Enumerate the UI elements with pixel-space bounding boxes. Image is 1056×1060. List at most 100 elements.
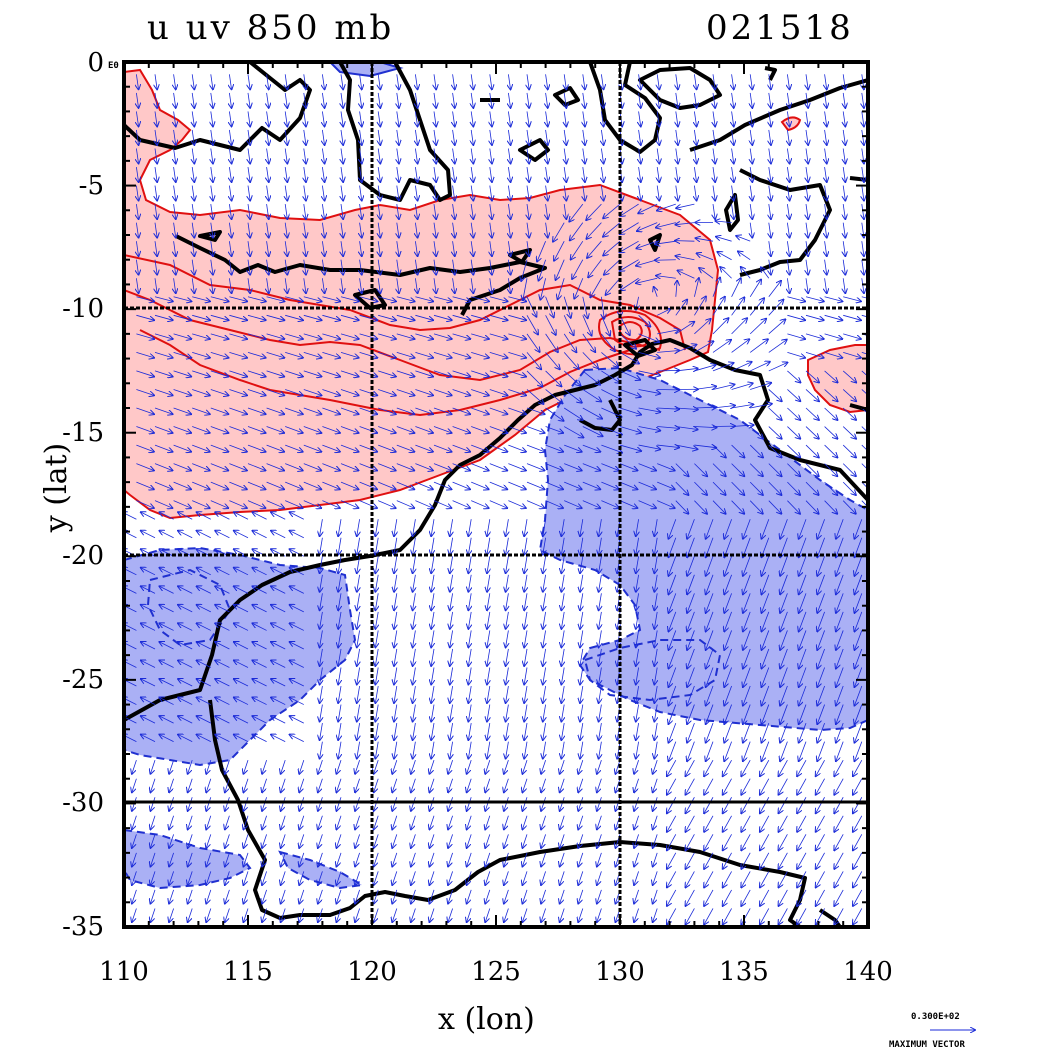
wind-vector xyxy=(211,74,213,89)
wind-vector xyxy=(341,93,343,108)
wind-vector xyxy=(429,760,434,774)
wind-vector xyxy=(560,797,565,811)
wind-vector xyxy=(394,519,397,536)
wind-vector xyxy=(285,167,287,182)
wind-vector xyxy=(375,705,378,722)
wind-vector xyxy=(541,871,546,885)
wind-vector xyxy=(583,167,585,182)
wind-vector xyxy=(375,742,378,759)
wind-vector xyxy=(676,167,678,182)
wind-vector xyxy=(706,742,713,761)
wind-vector xyxy=(448,834,453,848)
wind-vector xyxy=(448,908,453,922)
wind-vector xyxy=(561,612,564,629)
wind-vector xyxy=(132,890,137,904)
wind-vector xyxy=(415,130,417,145)
wind-vector xyxy=(429,908,434,922)
y-corner-label: E0 xyxy=(108,61,119,71)
wind-vector xyxy=(599,742,602,759)
wind-vector xyxy=(862,204,864,219)
wind-vector xyxy=(787,334,805,339)
wind-vector xyxy=(560,853,565,867)
wind-vector xyxy=(597,779,602,793)
wind-vector xyxy=(394,723,397,740)
wind-vector xyxy=(825,260,827,275)
wind-vector xyxy=(825,278,827,293)
wind-vector xyxy=(543,705,546,722)
wind-vector xyxy=(580,668,583,685)
wind-vector xyxy=(599,630,602,647)
wind-vector xyxy=(834,779,843,795)
wind-vector xyxy=(415,501,432,508)
wind-vector xyxy=(229,130,231,145)
wind-vector xyxy=(338,742,341,759)
wind-vector xyxy=(599,723,602,740)
wind-vector xyxy=(453,149,455,164)
wind-vector xyxy=(248,93,250,108)
wind-vector xyxy=(320,705,323,722)
wind-vector xyxy=(760,797,769,813)
wind-vector xyxy=(375,519,378,536)
wind-vector xyxy=(787,389,800,401)
wind-vector xyxy=(741,834,750,850)
wind-vector xyxy=(806,204,808,219)
wind-vector xyxy=(471,464,488,471)
wind-vector xyxy=(862,111,864,126)
wind-vector xyxy=(450,668,453,685)
wind-vector xyxy=(806,408,819,420)
wind-vector xyxy=(816,834,825,850)
wind-vector xyxy=(485,797,490,811)
wind-vector xyxy=(806,334,824,339)
wind-vector xyxy=(862,297,880,302)
wind-vector xyxy=(394,575,397,592)
wind-vector xyxy=(561,686,564,703)
wind-vector xyxy=(341,167,343,182)
wind-vector xyxy=(508,149,510,164)
wind-vector xyxy=(453,482,470,489)
wind-vector xyxy=(467,760,472,774)
wind-vector xyxy=(267,149,269,164)
wind-vector xyxy=(448,816,453,830)
wind-vector xyxy=(336,816,341,830)
wind-vector xyxy=(843,241,845,256)
wind-vector xyxy=(564,149,566,164)
wind-vector xyxy=(262,816,267,830)
wind-vector xyxy=(634,797,639,811)
wind-vector xyxy=(225,908,230,922)
wind-vector xyxy=(704,834,713,850)
wind-vector xyxy=(485,779,490,793)
wind-vector xyxy=(769,427,782,439)
wind-vector xyxy=(797,816,806,832)
wind-vector xyxy=(431,668,434,685)
x-tick-label: 120 xyxy=(347,957,397,987)
wind-vector xyxy=(192,74,194,89)
wind-vector xyxy=(506,612,509,629)
wind-vector xyxy=(816,816,825,832)
wind-vector xyxy=(657,149,659,164)
wind-vector xyxy=(225,890,230,904)
wind-vector xyxy=(211,186,213,201)
wind-vector xyxy=(816,760,825,776)
wind-vector xyxy=(174,186,176,201)
wind-vector xyxy=(750,383,771,390)
wind-vector xyxy=(322,130,324,145)
wind-vector xyxy=(853,853,862,869)
wind-vector xyxy=(760,908,769,924)
wind-vector xyxy=(374,853,379,867)
wind-vector xyxy=(506,742,509,759)
wind-vector xyxy=(375,612,378,629)
wind-vector xyxy=(392,816,397,830)
wind-vector xyxy=(527,501,544,508)
wind-vector xyxy=(524,575,527,592)
wind-vector xyxy=(397,111,399,126)
wind-vector xyxy=(360,111,362,126)
wind-vector xyxy=(825,297,843,302)
wind-vector xyxy=(431,686,434,703)
wind-vector xyxy=(564,111,566,126)
wind-vector xyxy=(281,871,286,885)
wind-vector xyxy=(694,186,696,201)
wind-vector xyxy=(561,630,564,647)
wind-vector xyxy=(150,890,155,904)
wind-vector xyxy=(750,339,768,352)
wind-vector xyxy=(825,223,827,238)
